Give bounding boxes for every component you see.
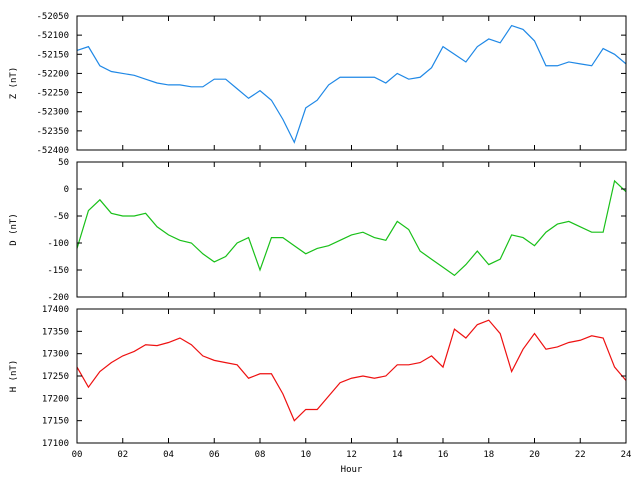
x-tick-label: 24 xyxy=(621,450,632,460)
y-tick-label: 0 xyxy=(64,185,69,195)
data-line xyxy=(76,24,627,144)
x-tick-label: 20 xyxy=(529,450,540,460)
y-tick-label: -52050 xyxy=(36,12,69,22)
y-tick-label: -52400 xyxy=(36,146,69,156)
y-tick-label: -52200 xyxy=(36,69,69,79)
y-tick-label: 17100 xyxy=(42,439,69,449)
y-tick-label: 17300 xyxy=(42,350,69,360)
y-axis-label: D (nT) xyxy=(9,213,19,246)
x-tick-label: 06 xyxy=(209,450,220,460)
y-tick-label: 17350 xyxy=(42,327,69,337)
x-tick-label: 22 xyxy=(575,450,586,460)
y-tick-label: 17150 xyxy=(42,417,69,427)
x-tick-label: 18 xyxy=(483,450,494,460)
y-tick-label: -52100 xyxy=(36,31,69,41)
y-tick-label: 50 xyxy=(58,158,69,168)
y-tick-label: -150 xyxy=(47,266,69,276)
x-tick-label: 10 xyxy=(300,450,311,460)
x-tick-label: 04 xyxy=(163,450,174,460)
data-line xyxy=(76,179,627,277)
plot-frame xyxy=(76,161,627,298)
y-axis-label: H (nT) xyxy=(9,360,19,393)
x-tick-label: 08 xyxy=(255,450,266,460)
y-tick-label: -52300 xyxy=(36,108,69,118)
x-axis-label: Hour xyxy=(341,465,363,475)
y-tick-label: -50 xyxy=(53,212,69,222)
plot-frame xyxy=(76,308,627,444)
x-tick-label: 00 xyxy=(72,450,83,460)
y-tick-label: 17400 xyxy=(42,305,69,315)
y-tick-label: -52150 xyxy=(36,50,69,60)
x-tick-label: 12 xyxy=(346,450,357,460)
x-tick-label: 16 xyxy=(438,450,449,460)
data-line xyxy=(76,319,627,422)
y-tick-label: 17200 xyxy=(42,394,69,404)
y-axis-label: Z (nT) xyxy=(9,67,19,100)
y-tick-label: -52350 xyxy=(36,127,69,137)
y-tick-label: 17250 xyxy=(42,372,69,382)
y-tick-label: -52250 xyxy=(36,89,69,99)
x-tick-label: 14 xyxy=(392,450,403,460)
y-tick-label: -100 xyxy=(47,239,69,249)
y-tick-label: -200 xyxy=(47,293,69,303)
x-tick-label: 02 xyxy=(117,450,128,460)
